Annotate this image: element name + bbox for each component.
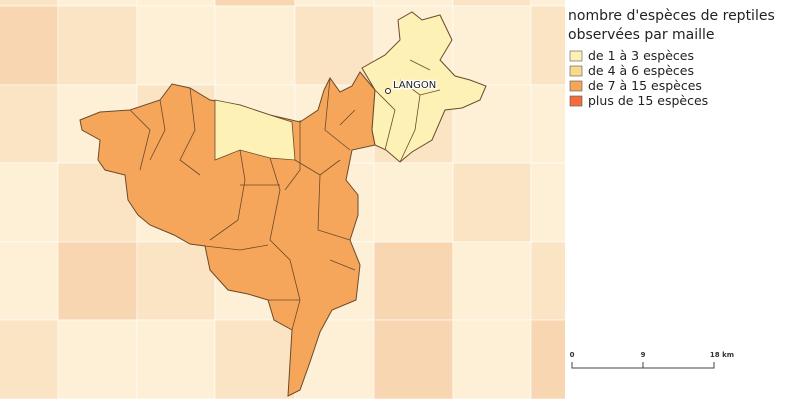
legend: nombre d'espèces de reptiles observées pa… [568, 8, 775, 108]
grid-cell [214, 0, 296, 7]
legend-background [565, 0, 792, 400]
grid-cell [57, 162, 138, 243]
legend-label: de 4 à 6 espèces [588, 63, 694, 78]
scale-label: 0 [570, 351, 575, 359]
place-label: LANGON [393, 80, 436, 91]
scale-label: 18 km [710, 351, 734, 359]
grid-cell [0, 84, 59, 164]
grid-cell [452, 5, 532, 86]
grid-cell [0, 5, 59, 86]
grid-cell [136, 5, 216, 86]
place-marker [385, 88, 391, 94]
places: LANGON [385, 79, 437, 94]
legend-title: nombre d'espèces de reptiles [568, 8, 775, 24]
grid-cell [0, 319, 59, 400]
grid-cell [57, 319, 138, 400]
area-yellow-east [361, 11, 487, 163]
legend-swatch [569, 50, 583, 62]
grid-cell [294, 5, 375, 86]
legend-label: de 7 à 15 espèces [588, 78, 702, 93]
legend-label: de 1 à 3 espèces [588, 48, 694, 63]
grid-cell [136, 0, 216, 7]
legend-swatch [569, 65, 583, 77]
scale-label: 9 [641, 351, 646, 359]
legend-title: observées par maille [568, 27, 715, 43]
grid-cell [57, 5, 138, 86]
grid-cell [452, 319, 532, 400]
grid-cell [452, 162, 532, 243]
commune-borders [129, 59, 441, 331]
legend-swatch [569, 80, 583, 92]
grid-cell [57, 241, 138, 321]
grid-cell [214, 319, 296, 400]
legend-label: plus de 15 espèces [588, 93, 708, 108]
grid-cell [452, 241, 532, 321]
grid-cell [373, 162, 454, 243]
grid-cell [214, 5, 296, 86]
grid-cell [57, 0, 138, 7]
grid-cell [452, 0, 532, 7]
grid-cell [373, 319, 454, 400]
scale-bar-line [571, 362, 715, 369]
scale-bar: 0 9 18 km [570, 351, 734, 369]
grid-cell [136, 319, 216, 400]
grid-cell [373, 241, 454, 321]
grid-cell [373, 0, 454, 7]
territory [79, 11, 487, 397]
legend-swatch [569, 95, 583, 107]
grid-cell [0, 241, 59, 321]
grid-cell [0, 0, 59, 7]
grid-cell [0, 162, 59, 243]
grid-cell [136, 241, 216, 321]
grid-cell [294, 0, 375, 7]
